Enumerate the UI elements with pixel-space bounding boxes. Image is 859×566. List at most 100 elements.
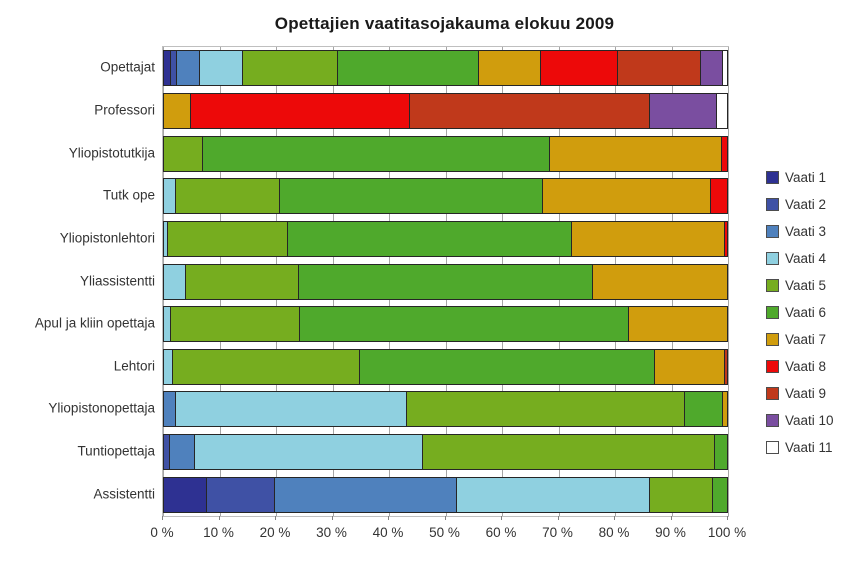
bar-row: [163, 50, 728, 87]
x-axis-tick-label: 0 %: [150, 525, 174, 540]
legend-swatch-icon: [766, 198, 779, 211]
legend-label: Vaati 8: [785, 359, 827, 374]
x-axis-tick-label: 20 %: [259, 525, 291, 540]
y-axis-label: Tuntiopettaja: [77, 443, 155, 459]
bar-segment: [724, 349, 727, 384]
bar-segment: [455, 477, 650, 512]
x-axis-tick-label: 30 %: [316, 525, 347, 540]
legend-item: Vaati 3: [766, 218, 834, 245]
bar-segment: [184, 264, 298, 299]
bar-row: [163, 135, 728, 172]
legend-item: Vaati 11: [766, 434, 834, 461]
legend-label: Vaati 11: [785, 440, 833, 455]
legend-swatch-icon: [766, 279, 779, 292]
bar-segment: [628, 307, 727, 342]
legend-label: Vaati 1: [785, 170, 827, 185]
bar-row: [163, 92, 728, 129]
bar-segment: [273, 477, 456, 512]
bar-segment: [164, 392, 176, 427]
legend-swatch-icon: [766, 441, 779, 454]
legend-swatch-icon: [766, 225, 779, 238]
axis-tick: [275, 516, 276, 520]
legend-label: Vaati 5: [785, 278, 827, 293]
bar-segment: [206, 477, 274, 512]
x-axis-tick-label: 100 %: [707, 525, 747, 540]
legend-swatch-icon: [766, 333, 779, 346]
bar-segment: [169, 51, 177, 86]
bar-segment: [241, 51, 338, 86]
legend-item: Vaati 5: [766, 272, 834, 299]
bar-segment: [297, 264, 592, 299]
bar-segment: [715, 93, 727, 128]
axis-tick: [218, 516, 220, 520]
legend-swatch-icon: [766, 171, 779, 184]
legend-item: Vaati 7: [766, 326, 834, 353]
bar-segment: [169, 307, 300, 342]
legend-item: Vaati 2: [766, 191, 834, 218]
bar-segment: [198, 51, 242, 86]
y-axis-label: Yliopistonlehtori: [59, 230, 155, 246]
bar-row: [163, 348, 728, 385]
bar-segment: [649, 93, 716, 128]
bar-segment: [711, 477, 727, 512]
bar-segment: [175, 179, 279, 214]
legend-label: Vaati 3: [785, 224, 827, 239]
bar-segment: [172, 349, 359, 384]
y-axis-label: Opettajat: [100, 59, 155, 75]
chart-title: Opettajien vaatitasojakauma elokuu 2009: [274, 14, 615, 33]
bar-segment: [571, 221, 725, 256]
y-axis-label: Professori: [94, 102, 155, 118]
legend-label: Vaati 10: [785, 413, 834, 428]
bar-segment: [722, 51, 727, 86]
bar-segment: [699, 51, 723, 86]
bar-segment: [542, 179, 711, 214]
x-axis-tick-label: 10 %: [203, 525, 234, 540]
bar-segment: [684, 392, 723, 427]
y-axis-label: Tutk ope: [102, 187, 155, 203]
bar-segment: [164, 307, 170, 342]
bar-segment: [164, 93, 190, 128]
legend-item: Vaati 10: [766, 407, 834, 434]
bar-row: [163, 391, 728, 428]
legend-swatch-icon: [766, 306, 779, 319]
bar-segment: [164, 136, 203, 171]
legend-swatch-icon: [766, 360, 779, 373]
legend: Vaati 1 Vaati 2 Vaati 3 Vaati 4 Vaati 5 Vaati…: [766, 164, 834, 461]
bar-segment: [540, 51, 617, 86]
bar-segment: [164, 221, 167, 256]
bar-segment: [406, 392, 685, 427]
legend-item: Vaati 6: [766, 299, 834, 326]
bar-segment: [710, 179, 727, 214]
bar-segment: [176, 51, 199, 86]
bar-segment: [189, 93, 410, 128]
legend-label: Vaati 9: [785, 386, 827, 401]
y-axis-label: Yliopistotutkija: [68, 145, 155, 161]
bar-row: [163, 434, 728, 471]
legend-swatch-icon: [766, 414, 779, 427]
bar-segment: [591, 264, 727, 299]
legend-item: Vaati 4: [766, 245, 834, 272]
bar-row: [163, 306, 728, 343]
bar-segment: [724, 221, 727, 256]
y-axis-label: Yliassistentti: [79, 273, 155, 288]
bar-segment: [714, 435, 727, 470]
legend-item: Vaati 1: [766, 164, 834, 191]
axis-tick: [388, 516, 389, 520]
bar-segment: [616, 51, 700, 86]
bar-segment: [548, 136, 722, 171]
bar-segment: [166, 221, 287, 256]
bar-segment: [358, 349, 655, 384]
bar-row: [163, 263, 728, 300]
bar-segment: [202, 136, 549, 171]
bar-segment: [478, 51, 541, 86]
legend-label: Vaati 2: [785, 197, 827, 212]
bar-segment: [168, 435, 195, 470]
legend-label: Vaati 7: [785, 332, 827, 347]
x-axis-tick-label: 90 %: [655, 525, 686, 540]
bar-row: [163, 178, 728, 215]
bar-segment: [194, 435, 422, 470]
axis-tick: [444, 516, 446, 520]
bar-segment: [337, 51, 479, 86]
bar-segment: [164, 264, 185, 299]
